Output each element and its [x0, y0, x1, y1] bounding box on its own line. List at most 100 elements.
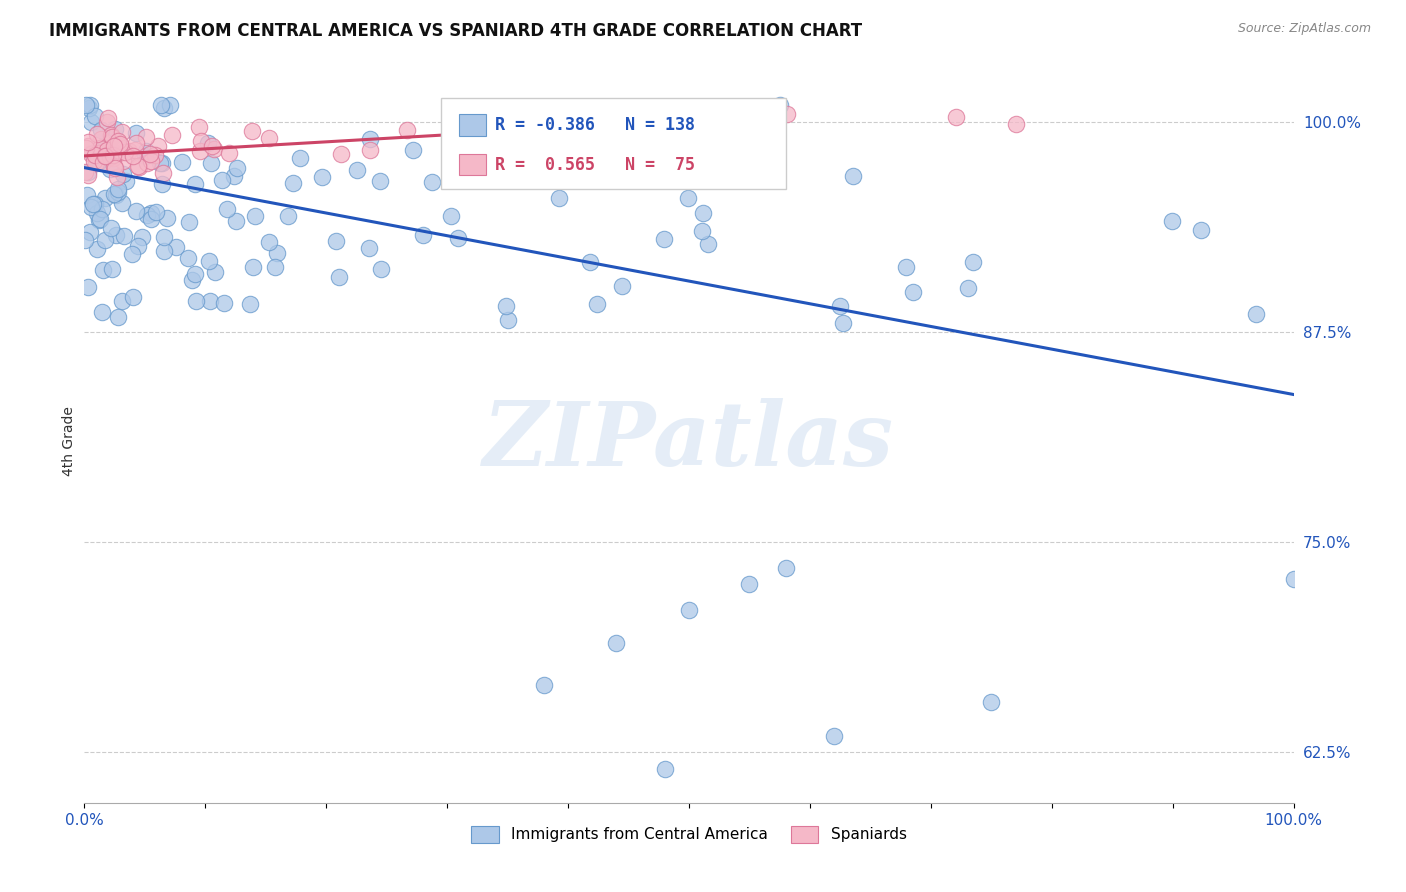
Point [598, 136, 620, 151]
Point [91, 262, 114, 277]
Point [654, 762, 676, 776]
Point [197, 136, 219, 150]
Text: R = -0.386   N = 138: R = -0.386 N = 138 [495, 116, 696, 134]
Point [103, 159, 125, 173]
Point [153, 244, 176, 258]
Point [495, 299, 517, 313]
Point [593, 115, 616, 129]
Point [217, 202, 239, 216]
Point [83, 153, 105, 168]
Point [257, 131, 280, 145]
Point [86, 206, 108, 220]
Point [211, 173, 233, 187]
Point [225, 161, 247, 175]
Point [139, 206, 162, 220]
FancyBboxPatch shape [441, 98, 786, 189]
Point [775, 560, 797, 574]
Point [357, 242, 380, 256]
Point [177, 251, 200, 265]
Point [111, 167, 134, 181]
Point [150, 98, 173, 112]
Point [98, 161, 121, 176]
Point [80, 201, 103, 215]
Point [328, 270, 350, 285]
Point [112, 229, 135, 244]
Point [496, 312, 519, 326]
Point [170, 154, 193, 169]
Point [823, 729, 845, 743]
Point [198, 294, 221, 309]
Point [98, 151, 121, 165]
Point [150, 177, 173, 191]
Point [100, 144, 122, 158]
Point [200, 156, 222, 170]
Point [125, 126, 148, 140]
Y-axis label: 4th Grade: 4th Grade [62, 407, 76, 476]
Point [242, 124, 264, 138]
FancyBboxPatch shape [460, 153, 486, 176]
Point [832, 316, 855, 330]
Point [79, 101, 101, 115]
Point [146, 139, 169, 153]
Point [100, 220, 122, 235]
Point [534, 127, 557, 141]
Point [184, 267, 207, 281]
Point [145, 205, 167, 219]
Point [138, 147, 160, 161]
Point [444, 108, 467, 122]
Point [124, 143, 146, 157]
Point [90, 131, 112, 145]
Point [141, 154, 163, 169]
Point [89, 211, 111, 226]
Point [150, 156, 173, 170]
Point [75, 98, 97, 112]
Text: R =  0.565   N =  75: R = 0.565 N = 75 [495, 155, 696, 174]
Point [962, 255, 984, 269]
Point [96, 114, 118, 128]
Point [605, 636, 627, 650]
Text: IMMIGRANTS FROM CENTRAL AMERICA VS SPANIARD 4TH GRADE CORRELATION CHART: IMMIGRANTS FROM CENTRAL AMERICA VS SPANI… [49, 22, 862, 40]
Point [412, 227, 434, 242]
Point [84, 196, 107, 211]
Point [91, 144, 114, 158]
Point [122, 149, 145, 163]
Point [98, 141, 121, 155]
Point [395, 123, 418, 137]
Point [94, 149, 117, 163]
Point [111, 153, 134, 168]
Point [104, 147, 127, 161]
Point [184, 294, 207, 309]
Point [101, 261, 124, 276]
Point [152, 166, 174, 180]
Point [91, 155, 114, 169]
Point [894, 260, 917, 275]
Point [283, 177, 305, 191]
Point [73, 233, 96, 247]
Point [86, 127, 108, 141]
Point [945, 111, 967, 125]
Point [143, 147, 166, 161]
Point [83, 109, 105, 123]
Point [127, 159, 149, 173]
Point [93, 191, 115, 205]
Point [80, 115, 103, 129]
Point [91, 140, 114, 154]
Point [135, 129, 157, 144]
Legend: Immigrants from Central America, Spaniards: Immigrants from Central America, Spaniar… [465, 820, 912, 849]
Point [104, 121, 127, 136]
Point [77, 135, 100, 149]
Point [359, 143, 381, 157]
Point [82, 145, 104, 160]
Point [79, 225, 101, 239]
Point [588, 143, 610, 157]
Point [125, 136, 148, 151]
Point [402, 143, 425, 157]
Point [190, 144, 212, 158]
Point [368, 174, 391, 188]
Point [165, 240, 187, 254]
Point [114, 145, 136, 160]
Point [177, 215, 200, 229]
Point [446, 231, 468, 245]
Point [104, 161, 127, 175]
Point [242, 260, 264, 274]
